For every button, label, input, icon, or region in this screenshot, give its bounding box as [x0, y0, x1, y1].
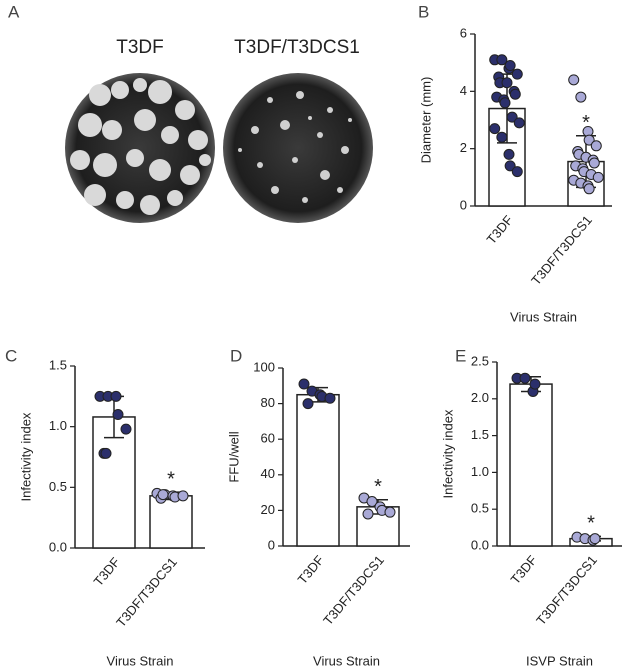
y-tick-label: 2.5 [471, 353, 489, 368]
annotation: * [582, 112, 590, 134]
data-point [575, 91, 587, 103]
panel-label: B [418, 2, 429, 21]
data-point [362, 508, 374, 520]
y-axis-label: FFU/well [226, 431, 241, 482]
panel-label: A [8, 2, 20, 21]
y-tick-label: 0 [268, 537, 275, 552]
panel-label: E [455, 346, 466, 365]
data-point [504, 60, 516, 72]
plaque-image [223, 73, 373, 223]
y-tick-label: 6 [460, 25, 467, 40]
bar [149, 495, 193, 549]
data-point [509, 88, 521, 100]
x-tick-label: T3DF/T3DCS1 [113, 554, 180, 629]
y-tick-label: 20 [261, 502, 275, 517]
y-tick-label: 0.5 [49, 479, 67, 494]
data-point [568, 74, 580, 86]
data-point [513, 117, 525, 129]
data-point [157, 489, 169, 501]
x-axis-label: Virus Strain [107, 653, 174, 668]
x-tick-label: T3DF [295, 552, 327, 587]
data-point [496, 54, 508, 66]
y-tick-label: 40 [261, 466, 275, 481]
y-axis-label: Infectivity index [18, 412, 33, 501]
y-tick-label: 2.0 [471, 390, 489, 405]
data-point [583, 183, 595, 195]
y-tick-label: 60 [261, 431, 275, 446]
x-tick-label: T3DF/T3DCS1 [528, 212, 595, 287]
y-tick-label: 0 [460, 197, 467, 212]
y-tick-label: 80 [261, 395, 275, 410]
data-point [588, 157, 600, 169]
y-tick-label: 0.0 [49, 539, 67, 554]
x-axis-label: Virus Strain [313, 653, 380, 668]
data-point [590, 140, 602, 152]
y-tick-label: 1.5 [471, 427, 489, 442]
data-point [511, 166, 523, 178]
y-axis-label: Infectivity index [440, 409, 455, 498]
x-axis-label: Virus Strain [510, 309, 577, 324]
x-tick-label: T3DF/T3DCS1 [533, 552, 600, 627]
data-point [503, 148, 515, 160]
panel-label: D [230, 346, 242, 365]
data-point [302, 398, 314, 410]
data-point [529, 378, 541, 390]
data-point [499, 97, 511, 109]
data-point [511, 68, 523, 80]
data-point [583, 134, 595, 146]
x-tick-label: T3DF [484, 212, 516, 247]
y-tick-label: 1.5 [49, 357, 67, 372]
data-point [100, 447, 112, 459]
y-tick-label: 1.0 [471, 464, 489, 479]
x-tick-label: T3DF [508, 552, 540, 587]
annotation: * [167, 468, 175, 490]
data-point [496, 131, 508, 143]
annotation: * [374, 476, 382, 498]
data-point [324, 392, 336, 404]
y-tick-label: 0.0 [471, 537, 489, 552]
data-point [504, 160, 516, 172]
data-point [177, 490, 189, 502]
y-tick-label: 2 [460, 140, 467, 155]
y-tick-label: 1.0 [49, 418, 67, 433]
data-point [519, 372, 531, 384]
y-axis-label: Diameter (mm) [418, 77, 433, 164]
data-point [589, 533, 601, 545]
x-axis-label: ISVP Strain [526, 653, 593, 668]
x-tick-label: T3DF/T3DCS1 [320, 552, 387, 627]
bar [296, 393, 340, 547]
data-point [120, 423, 132, 435]
data-point [501, 77, 513, 89]
data-point [112, 409, 124, 421]
bar [509, 383, 553, 547]
data-point [110, 390, 122, 402]
data-point [592, 171, 604, 183]
x-tick-label: T3DF [91, 554, 123, 589]
y-tick-label: 100 [253, 359, 275, 374]
plaque-image [65, 73, 215, 223]
data-point [489, 123, 501, 135]
image-title: T3DF/T3DCS1 [234, 37, 360, 58]
data-point [384, 506, 396, 518]
y-tick-label: 4 [460, 83, 467, 98]
data-point [366, 496, 378, 507]
data-point [506, 111, 518, 123]
y-tick-label: 0.5 [471, 501, 489, 516]
data-point [298, 378, 310, 390]
image-title: T3DF [116, 37, 164, 58]
annotation: * [587, 513, 595, 535]
panel-label: C [5, 346, 17, 365]
